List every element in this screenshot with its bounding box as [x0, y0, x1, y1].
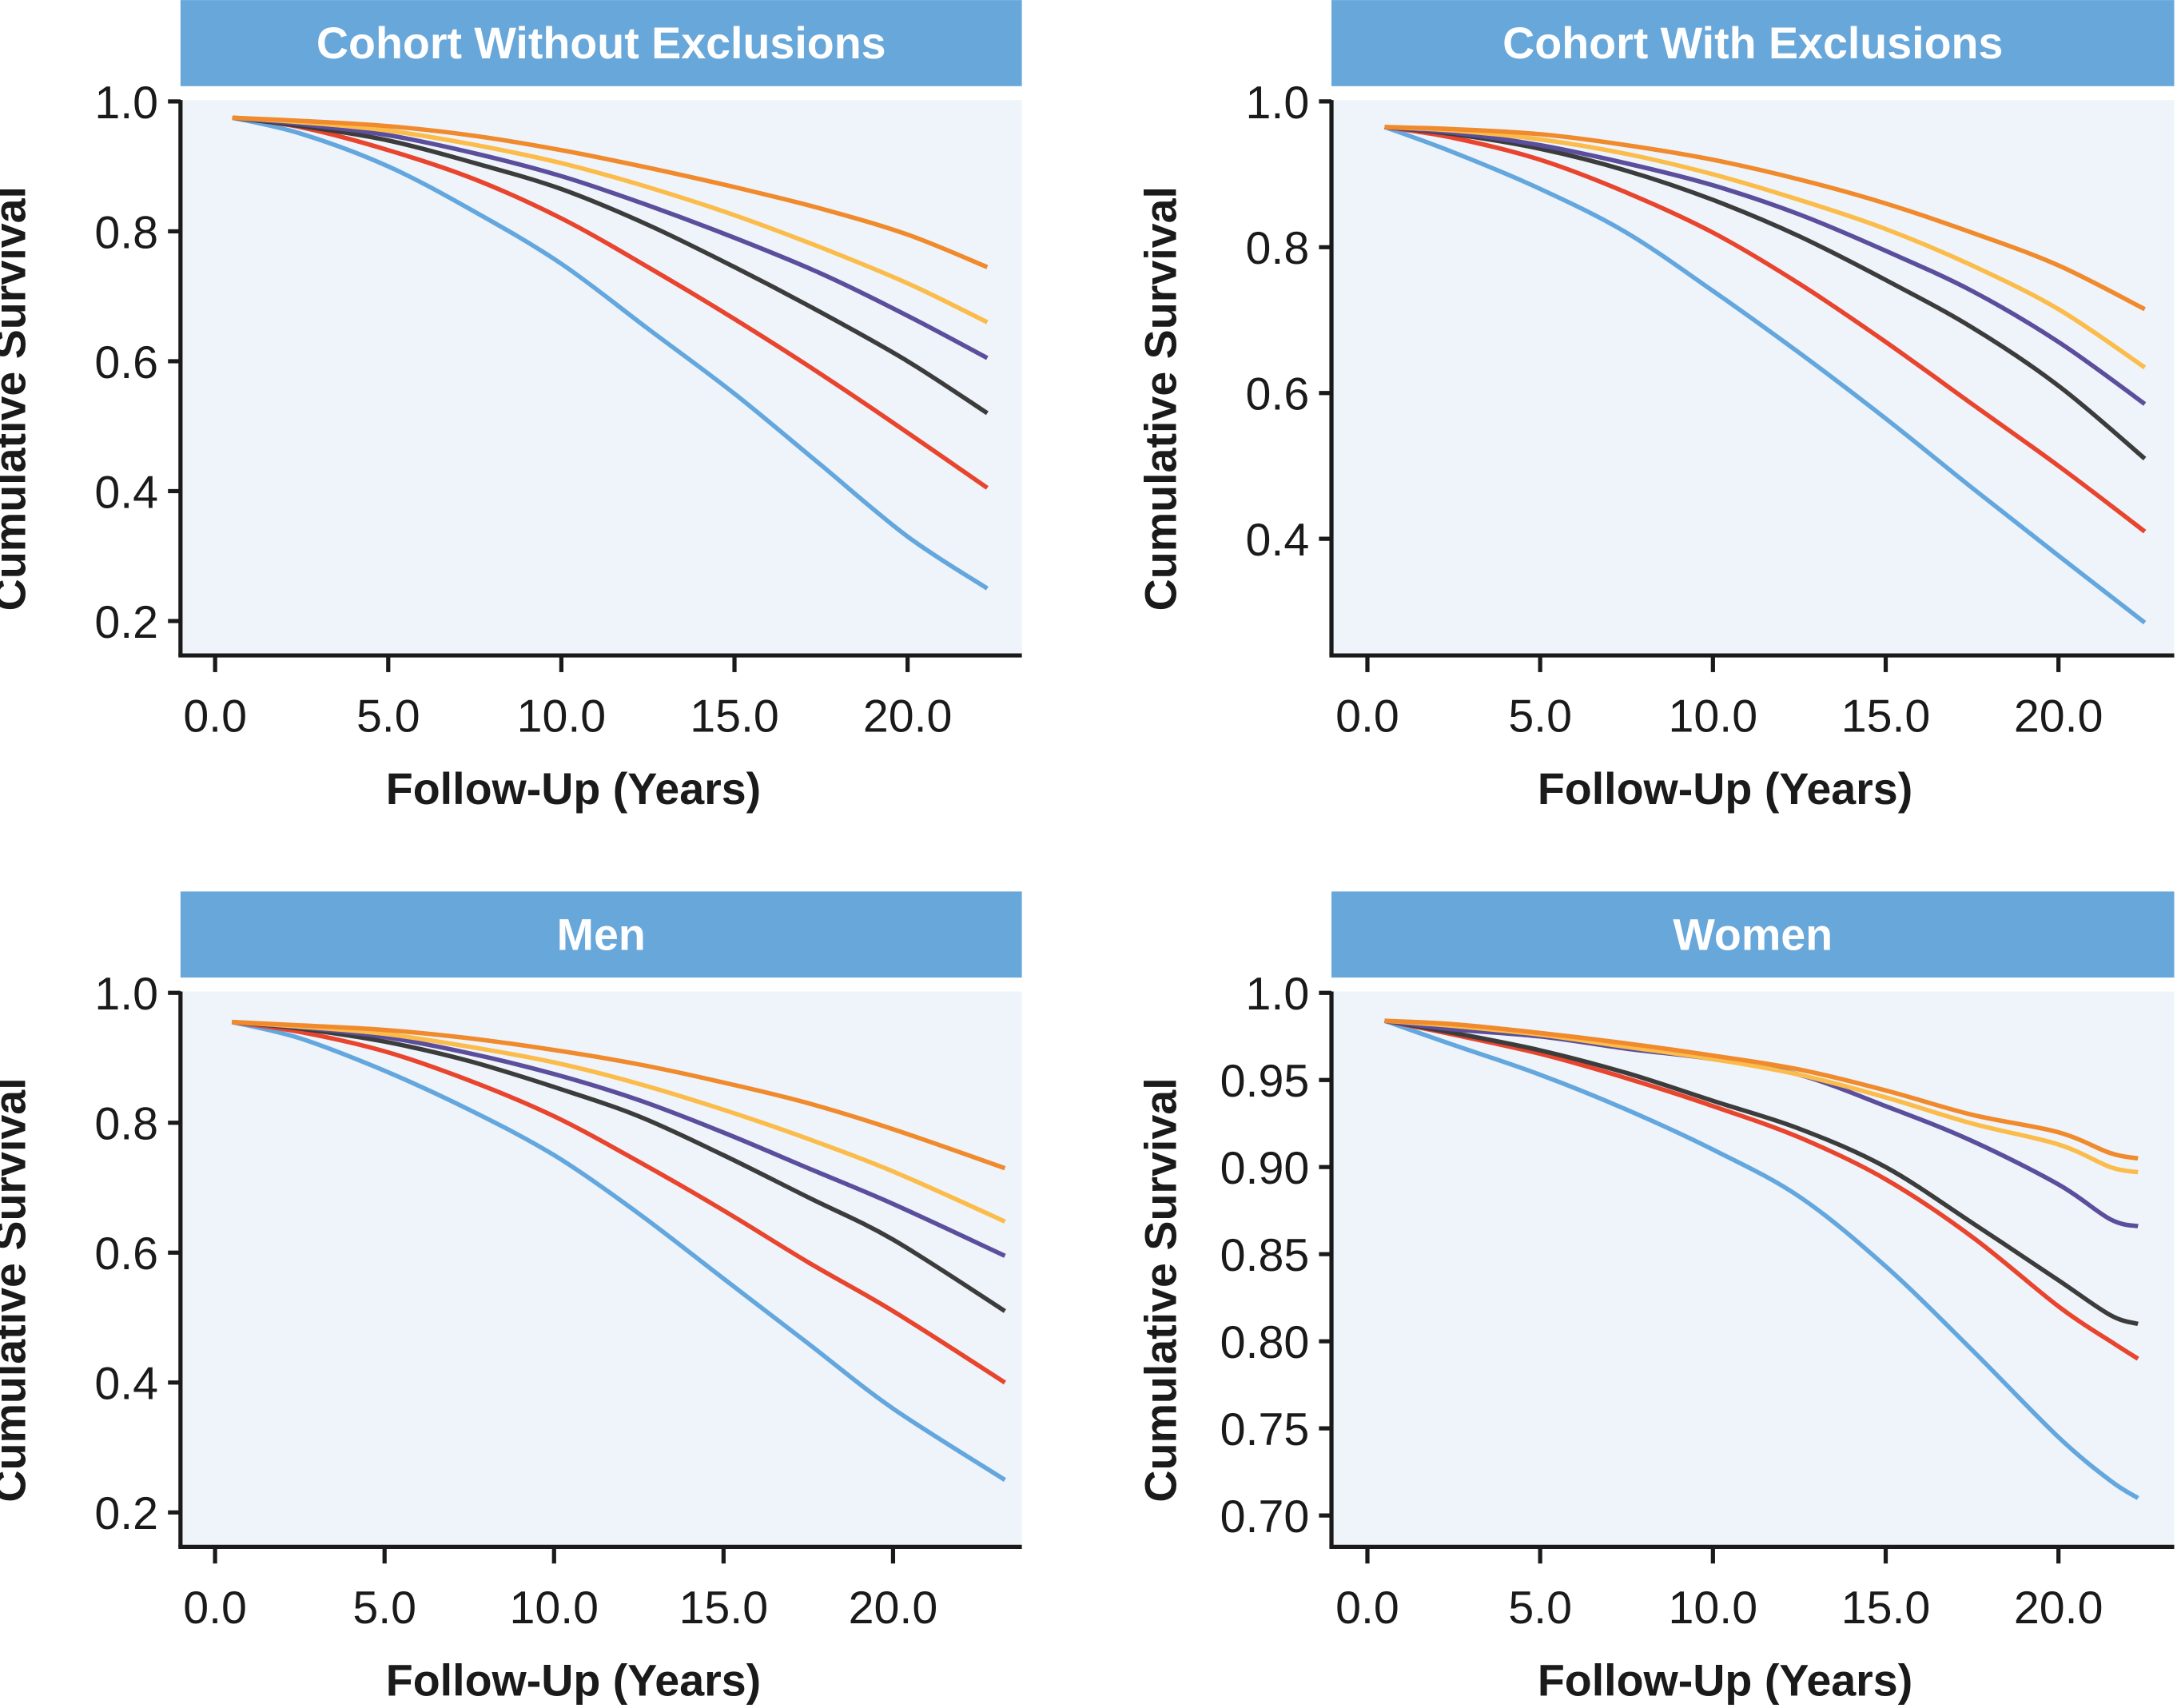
y-tick-label: 1.0 [1246, 969, 1310, 1020]
x-axis-title: Follow-Up (Years) [1538, 1655, 1912, 1705]
panel-header [180, 0, 1022, 86]
y-tick-label: 0.8 [94, 1099, 158, 1150]
plot-area [1331, 991, 2175, 1547]
y-tick-label: 0.6 [94, 337, 158, 388]
y-tick-label: 0.80 [1220, 1317, 1310, 1368]
y-axis-title: Cumulative Survival [1136, 1077, 1185, 1502]
series-line-5 [1384, 125, 2146, 312]
y-tick-label: 0.75 [1220, 1404, 1310, 1455]
series-line-3 [232, 115, 989, 360]
panel-title: Women [1673, 910, 1833, 959]
series-line-4 [232, 115, 989, 324]
x-tick-label: 10.0 [517, 691, 607, 743]
x-axis-title: Follow-Up (Years) [386, 764, 761, 814]
panel-title: Cohort With Exclusions [1502, 18, 2003, 68]
series-line-2 [232, 1019, 1006, 1313]
x-tick-label: 0.0 [183, 691, 247, 743]
panel-0: Cohort Without Exclusions 1.0 0.8 0.6 0.4 0.2… [0, 0, 1022, 814]
x-tick-label: 5.0 [1508, 1583, 1572, 1634]
x-tick-label: 5.0 [356, 691, 420, 743]
y-tick-label: 0.85 [1220, 1230, 1310, 1281]
y-tick-label: 0.6 [94, 1228, 158, 1280]
series-line-2 [232, 115, 989, 416]
y-tick-label: 1.0 [1246, 78, 1310, 129]
x-tick-label: 10.0 [1669, 691, 1758, 743]
series-line-1 [1384, 1018, 2139, 1361]
y-axis-title: Cumulative Survival [1136, 186, 1185, 611]
y-tick-label: 1.0 [94, 78, 158, 129]
x-tick-label: 20.0 [2014, 1583, 2103, 1634]
x-axis-title: Follow-Up (Years) [386, 1655, 761, 1705]
x-tick-label: 15.0 [1841, 691, 1931, 743]
y-tick-label: 0.8 [1246, 223, 1310, 274]
x-tick-label: 10.0 [1669, 1583, 1758, 1634]
series-line-0 [231, 1020, 1006, 1482]
x-tick-label: 10.0 [509, 1583, 599, 1634]
series-line-5 [232, 1019, 1006, 1171]
series-line-5 [1384, 1018, 2139, 1161]
panel-header [1331, 0, 2175, 86]
plot-area [1331, 100, 2175, 656]
plot-area [180, 991, 1022, 1547]
panel-header [1331, 891, 2175, 978]
series-line-0 [232, 115, 989, 591]
panel-3: Women 1.0 0.95 0.90 0.85 0.80 0.75 0.70 0.0 5.0 10… [1136, 891, 2175, 1705]
series-line-4 [232, 1019, 1006, 1224]
x-tick-label: 5.0 [352, 1583, 416, 1634]
x-tick-label: 15.0 [679, 1583, 769, 1634]
x-tick-label: 15.0 [690, 691, 779, 743]
y-axis-title: Cumulative Survival [0, 1077, 34, 1502]
y-tick-label: 0.6 [1246, 369, 1310, 420]
panel-title: Men [557, 910, 646, 959]
x-tick-label: 0.0 [1335, 691, 1399, 743]
x-tick-label: 20.0 [849, 1583, 938, 1634]
y-tick-label: 0.70 [1220, 1491, 1310, 1543]
y-tick-label: 0.4 [94, 1359, 158, 1410]
panel-1: Cohort With Exclusions 1.0 0.8 0.6 0.4 0.0 5.0… [1136, 0, 2175, 814]
series-line-3 [1384, 125, 2147, 406]
panel-header [180, 891, 1022, 978]
y-tick-label: 0.4 [94, 467, 158, 518]
y-tick-label: 0.8 [94, 207, 158, 258]
series-line-0 [1383, 1018, 2139, 1500]
series-line-4 [1384, 125, 2147, 370]
series-line-2 [1384, 1018, 2139, 1327]
x-tick-label: 0.0 [183, 1583, 247, 1634]
y-axis-title: Cumulative Survival [0, 186, 34, 611]
series-line-5 [232, 115, 989, 269]
x-tick-label: 15.0 [1841, 1583, 1931, 1634]
series-line-1 [232, 115, 989, 490]
panel-title: Cohort Without Exclusions [316, 18, 886, 68]
series-line-1 [1384, 125, 2147, 534]
y-tick-label: 0.2 [94, 1488, 158, 1539]
series-line-0 [1383, 125, 2147, 625]
series-line-1 [231, 1019, 1006, 1385]
series-line-2 [1384, 125, 2147, 461]
plot-area [180, 100, 1022, 656]
y-tick-label: 0.4 [1246, 515, 1310, 566]
y-tick-label: 1.0 [94, 969, 158, 1020]
x-tick-label: 0.0 [1335, 1583, 1399, 1634]
y-tick-label: 0.90 [1220, 1143, 1310, 1194]
y-tick-label: 0.2 [94, 597, 158, 648]
x-tick-label: 5.0 [1508, 691, 1572, 743]
panel-2: Men 1.0 0.8 0.6 0.4 0.2 0.0 5.0 10.0 15.0 20.0 Foll… [0, 891, 1022, 1705]
x-axis-title: Follow-Up (Years) [1538, 764, 1912, 814]
y-tick-label: 0.95 [1220, 1056, 1310, 1107]
x-tick-label: 20.0 [2014, 691, 2103, 743]
x-tick-label: 20.0 [863, 691, 953, 743]
